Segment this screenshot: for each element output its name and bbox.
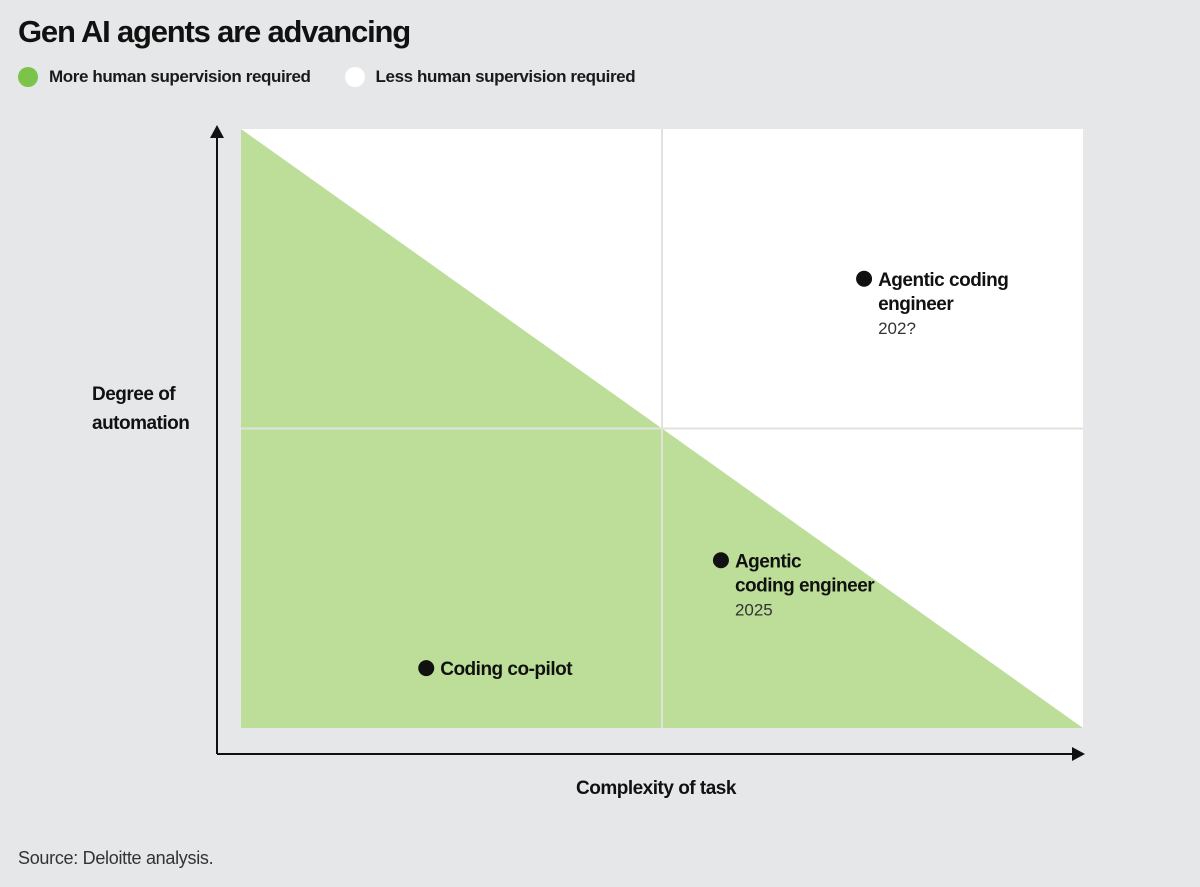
data-point-2 [856,270,873,287]
x-axis-arrow-icon [1072,747,1085,761]
point-label-0-line-0: Coding co-pilot [440,659,573,680]
legend-swatch-white [344,67,365,87]
chart-title: Gen AI agents are advancing [18,14,411,49]
y-axis-label: Degree of automation [92,384,190,434]
data-point-1 [712,552,729,569]
point-label-2-line-1: engineer [878,294,954,315]
x-axis-label: Complexity of task [576,778,736,799]
points-layer: Coding co-pilot Agentic coding engineer 202… [418,270,1009,680]
y-axis-arrow-icon [210,125,224,138]
source-note: Source: Deloitte analysis. [18,848,214,868]
legend-swatch-green [18,67,38,87]
point-year-1: 2025 [735,600,773,619]
point-label-1-line-1: coding engineer [735,575,875,596]
legend-item-less-supervision: Less human supervision required [344,67,636,87]
legend-label-more-supervision: More human supervision required [49,67,311,86]
legend: More human supervision required Less hum… [18,67,669,87]
data-point-0 [418,660,435,677]
legend-item-more-supervision: More human supervision required [18,67,311,87]
point-year-2: 202? [878,319,916,338]
legend-label-less-supervision: Less human supervision required [375,67,636,86]
point-label-2-line-0: Agentic coding [878,270,1008,291]
point-label-1-line-0: Agentic [735,551,802,572]
